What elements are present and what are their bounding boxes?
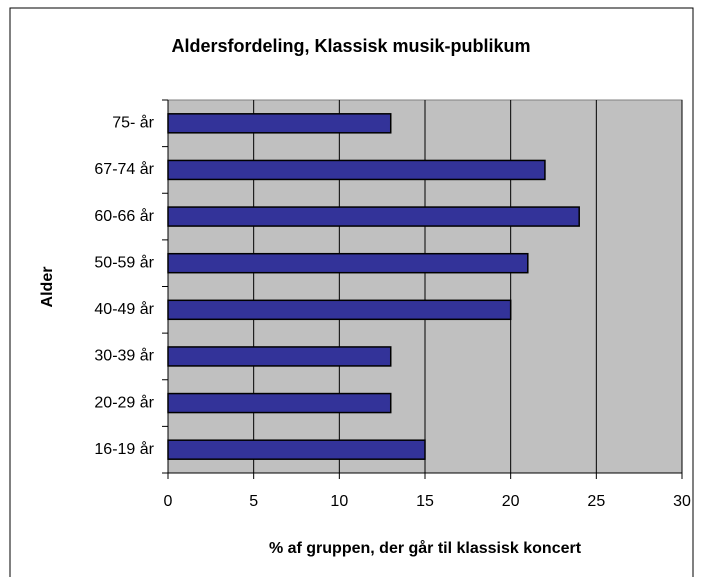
bar [167,252,529,274]
y-tick-label: 50-59 år [94,253,154,271]
x-tick-label: 10 [330,493,348,510]
bar [167,206,580,227]
x-tick-label: 5 [249,493,258,510]
y-tick-label: 20-29 år [94,393,154,411]
y-tick-label: 40-49 år [94,300,154,318]
chart-title: Aldersfordeling, Klassisk musik-publikum [171,36,530,56]
x-tick-label: 15 [416,493,434,510]
bar [167,159,546,181]
bar [167,299,512,321]
y-tick-label: 60-66 år [94,207,154,225]
bar [167,439,426,460]
x-tick-label: 25 [587,493,605,510]
bar [167,113,392,134]
y-tick-label: 67-74 år [94,160,154,178]
x-axis-label: % af gruppen, der går til klassisk konce… [269,539,582,557]
y-tick-label: 75- år [112,114,154,132]
x-tick-label: 20 [502,493,520,510]
y-tick-label: 16-19 år [94,440,154,458]
y-axis-label: Alder [39,267,56,308]
x-tick-label: 0 [164,493,173,510]
bar [167,392,392,414]
y-tick-label: 30-39 år [94,347,154,365]
x-tick-label: 30 [673,493,691,510]
bar [167,346,392,367]
